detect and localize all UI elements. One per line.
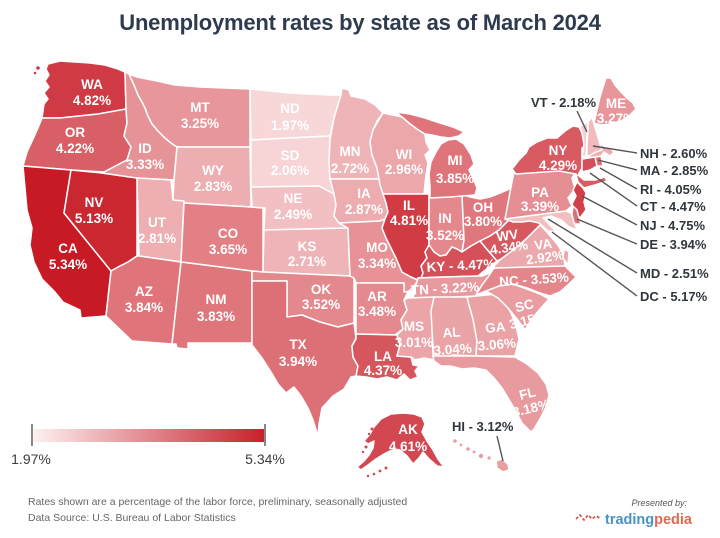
- svg-text:ND: ND: [280, 101, 300, 116]
- svg-text:2.71%: 2.71%: [288, 254, 326, 269]
- svg-text:tradingpedia: tradingpedia: [605, 512, 693, 528]
- svg-text:MD - 2.51%: MD - 2.51%: [640, 266, 709, 281]
- svg-text:2.87%: 2.87%: [345, 202, 383, 217]
- svg-text:4.34%: 4.34%: [489, 237, 529, 257]
- svg-text:3.85%: 3.85%: [436, 171, 474, 186]
- svg-text:5.13%: 5.13%: [75, 211, 113, 226]
- svg-text:VA: VA: [533, 236, 553, 253]
- svg-text:3.52%: 3.52%: [302, 297, 340, 312]
- svg-text:3.83%: 3.83%: [197, 309, 235, 324]
- svg-text:2.06%: 2.06%: [271, 163, 309, 178]
- svg-text:4.61%: 4.61%: [389, 439, 427, 454]
- svg-text:1.97%: 1.97%: [11, 451, 51, 467]
- svg-text:3.65%: 3.65%: [209, 242, 247, 257]
- svg-text:SD: SD: [281, 148, 300, 163]
- svg-text:LA: LA: [374, 349, 392, 364]
- svg-text:3.39%: 3.39%: [521, 199, 559, 214]
- svg-text:3.04%: 3.04%: [433, 341, 472, 359]
- svg-text:AZ: AZ: [135, 284, 153, 299]
- svg-text:NY: NY: [549, 143, 568, 158]
- svg-text:ME: ME: [606, 96, 626, 111]
- svg-text:CO: CO: [218, 226, 238, 241]
- svg-text:CT - 4.47%: CT - 4.47%: [640, 199, 706, 214]
- svg-text:KS: KS: [298, 239, 317, 254]
- svg-text:MO: MO: [366, 240, 388, 255]
- svg-text:ID: ID: [138, 141, 152, 156]
- svg-text:1.97%: 1.97%: [271, 118, 309, 133]
- svg-text:DC - 5.17%: DC - 5.17%: [640, 289, 708, 304]
- svg-text:2.72%: 2.72%: [331, 161, 369, 176]
- svg-text:WI: WI: [396, 147, 413, 162]
- svg-text:NE: NE: [284, 191, 303, 206]
- svg-text:NH - 2.60%: NH - 2.60%: [640, 146, 708, 161]
- svg-text:HI - 3.12%: HI - 3.12%: [452, 419, 514, 434]
- svg-text:AR: AR: [367, 289, 387, 304]
- svg-text:4.37%: 4.37%: [364, 363, 402, 378]
- svg-text:5.34%: 5.34%: [245, 451, 285, 467]
- svg-text:SC: SC: [514, 296, 536, 315]
- svg-text:AL: AL: [442, 324, 461, 340]
- svg-text:Rates shown are a percentage o: Rates shown are a percentage of the labo…: [28, 496, 407, 508]
- svg-text:2.81%: 2.81%: [138, 231, 176, 246]
- svg-text:3.80%: 3.80%: [464, 214, 502, 229]
- svg-text:2.83%: 2.83%: [194, 179, 232, 194]
- svg-text:4.29%: 4.29%: [539, 158, 577, 173]
- svg-text:WY: WY: [202, 163, 224, 178]
- svg-text:UT: UT: [148, 215, 167, 230]
- svg-text:WA: WA: [81, 77, 103, 92]
- svg-text:Presented by:: Presented by:: [631, 498, 687, 508]
- svg-text:WV: WV: [495, 227, 519, 245]
- svg-text:OK: OK: [311, 282, 332, 297]
- svg-text:KY - 4.47%: KY - 4.47%: [426, 256, 495, 275]
- svg-text:MI: MI: [448, 153, 463, 168]
- svg-text:IA: IA: [357, 186, 371, 201]
- svg-text:TX: TX: [289, 337, 306, 352]
- svg-text:OR: OR: [65, 125, 86, 140]
- svg-text:2.49%: 2.49%: [274, 207, 312, 222]
- svg-text:4.22%: 4.22%: [56, 141, 94, 156]
- svg-text:IN: IN: [438, 211, 452, 226]
- svg-text:PA: PA: [531, 185, 549, 200]
- svg-text:3.25%: 3.25%: [181, 116, 219, 131]
- svg-text:MN: MN: [340, 144, 361, 159]
- svg-text:NM: NM: [206, 292, 227, 307]
- svg-text:DE - 3.94%: DE - 3.94%: [640, 237, 707, 252]
- svg-text:3.06%: 3.06%: [477, 335, 516, 353]
- svg-text:MS: MS: [404, 319, 424, 334]
- svg-text:IL: IL: [403, 198, 415, 213]
- svg-text:NJ - 4.75%: NJ - 4.75%: [640, 218, 705, 233]
- svg-text:GA: GA: [485, 319, 507, 336]
- svg-text:FL: FL: [518, 384, 538, 403]
- svg-text:3.52%: 3.52%: [426, 228, 464, 243]
- svg-text:2.96%: 2.96%: [385, 162, 423, 177]
- svg-text:3.27%: 3.27%: [597, 111, 635, 126]
- svg-text:5.34%: 5.34%: [49, 257, 87, 272]
- svg-text:CA: CA: [58, 241, 78, 256]
- svg-text:Unemployment rates by state as: Unemployment rates by state as of March …: [119, 10, 601, 35]
- svg-text:2.92%: 2.92%: [525, 247, 565, 267]
- svg-text:3.94%: 3.94%: [279, 354, 317, 369]
- svg-text:NC - 3.53%: NC - 3.53%: [499, 270, 570, 290]
- svg-text:3.01%: 3.01%: [395, 335, 433, 350]
- svg-text:4.82%: 4.82%: [73, 93, 111, 108]
- svg-text:3.48%: 3.48%: [358, 304, 396, 319]
- svg-text:3.33%: 3.33%: [126, 157, 164, 172]
- svg-text:Data Source: U.S. Bureau of La: Data Source: U.S. Bureau of Labor Statis…: [28, 512, 236, 524]
- svg-text:AK: AK: [398, 422, 418, 437]
- svg-text:RI - 4.05%: RI - 4.05%: [640, 182, 702, 197]
- svg-text:3.84%: 3.84%: [125, 300, 163, 315]
- svg-text:NV: NV: [85, 195, 104, 210]
- svg-text:OH: OH: [473, 200, 493, 215]
- svg-text:VT - 2.18%: VT - 2.18%: [531, 95, 596, 110]
- svg-text:MA - 2.85%: MA - 2.85%: [640, 163, 709, 178]
- svg-text:TN - 3.22%: TN - 3.22%: [411, 279, 480, 298]
- svg-text:4.81%: 4.81%: [390, 213, 428, 228]
- svg-text:3.34%: 3.34%: [358, 256, 396, 271]
- svg-text:MT: MT: [190, 100, 210, 115]
